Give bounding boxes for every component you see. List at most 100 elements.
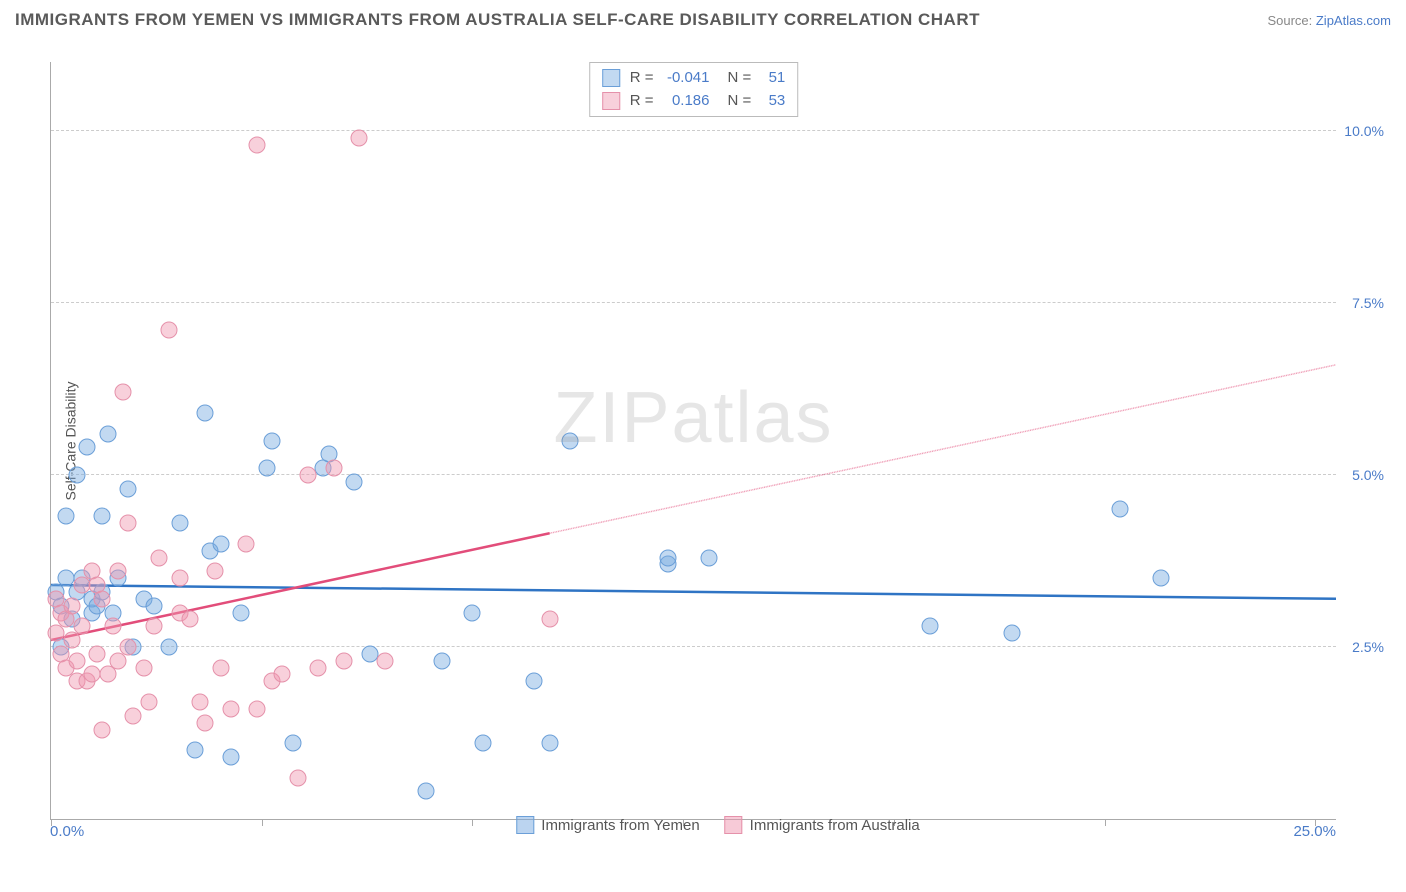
data-point (659, 549, 676, 566)
x-tick (472, 819, 473, 826)
data-point (289, 769, 306, 786)
series-legend-item: Immigrants from Australia (725, 816, 920, 834)
data-point (150, 549, 167, 566)
data-point (114, 384, 131, 401)
data-point (125, 707, 142, 724)
data-point (161, 322, 178, 339)
data-point (145, 618, 162, 635)
plot-area: Self-Care Disability ZIPatlas R =-0.041N… (50, 62, 1336, 820)
data-point (120, 515, 137, 532)
data-point (181, 611, 198, 628)
data-point (335, 652, 352, 669)
data-point (104, 618, 121, 635)
n-label: N = (728, 90, 752, 113)
legend-row: R = -0.041 N =51 (602, 67, 786, 90)
data-point (109, 563, 126, 580)
y-tick-label: 2.5% (1352, 639, 1384, 655)
x-tick (262, 819, 263, 826)
r-label: R = (630, 90, 654, 113)
source-link[interactable]: ZipAtlas.com (1316, 13, 1391, 28)
data-point (464, 604, 481, 621)
x-tick (1105, 819, 1106, 826)
grid-line (51, 302, 1336, 303)
chart-container: Self-Care Disability ZIPatlas R =-0.041N… (50, 40, 1386, 842)
grid-line (51, 474, 1336, 475)
data-point (1112, 501, 1129, 518)
series-legend-label: Immigrants from Yemen (541, 817, 699, 834)
data-point (68, 466, 85, 483)
legend-swatch (725, 816, 743, 834)
n-label: N = (728, 67, 752, 90)
data-point (89, 645, 106, 662)
data-point (300, 466, 317, 483)
data-point (284, 735, 301, 752)
data-point (474, 735, 491, 752)
y-tick-label: 5.0% (1352, 467, 1384, 483)
series-legend-label: Immigrants from Australia (750, 817, 920, 834)
data-point (94, 590, 111, 607)
grid-line (51, 646, 1336, 647)
data-point (120, 480, 137, 497)
data-point (541, 735, 558, 752)
x-axis-min: 0.0% (50, 823, 84, 840)
data-point (140, 694, 157, 711)
data-point (264, 432, 281, 449)
trend-lines (51, 62, 1336, 819)
r-value: 0.186 (660, 90, 710, 113)
data-point (377, 652, 394, 669)
data-point (94, 508, 111, 525)
data-point (346, 473, 363, 490)
data-point (310, 659, 327, 676)
n-value: 53 (757, 90, 785, 113)
data-point (192, 694, 209, 711)
data-point (73, 618, 90, 635)
grid-line (51, 130, 1336, 131)
data-point (248, 136, 265, 153)
legend-row: R = 0.186 N =53 (602, 90, 786, 113)
y-tick-label: 10.0% (1344, 123, 1384, 139)
data-point (248, 700, 265, 717)
data-point (1153, 570, 1170, 587)
data-point (562, 432, 579, 449)
x-axis-max: 25.0% (1293, 823, 1336, 840)
data-point (325, 460, 342, 477)
data-point (222, 700, 239, 717)
data-point (161, 638, 178, 655)
data-point (145, 597, 162, 614)
data-point (238, 535, 255, 552)
data-point (68, 652, 85, 669)
source-attribution: Source: ZipAtlas.com (1267, 13, 1391, 28)
series-legend: Immigrants from Yemen Immigrants from Aus… (516, 816, 919, 834)
correlation-legend: R = -0.041 N =51 R = 0.186 N =53 (589, 62, 799, 117)
y-tick-label: 7.5% (1352, 295, 1384, 311)
data-point (94, 721, 111, 738)
data-point (274, 666, 291, 683)
data-point (526, 673, 543, 690)
data-point (233, 604, 250, 621)
data-point (433, 652, 450, 669)
n-value: 51 (757, 67, 785, 90)
data-point (63, 597, 80, 614)
data-point (171, 570, 188, 587)
data-point (171, 515, 188, 532)
data-point (921, 618, 938, 635)
data-point (212, 659, 229, 676)
data-point (58, 508, 75, 525)
chart-title: IMMIGRANTS FROM YEMEN VS IMMIGRANTS FROM… (15, 10, 980, 30)
data-point (186, 742, 203, 759)
data-point (212, 535, 229, 552)
data-point (135, 659, 152, 676)
r-label: R = (630, 67, 654, 90)
legend-swatch (602, 92, 620, 110)
data-point (222, 749, 239, 766)
data-point (207, 563, 224, 580)
series-legend-item: Immigrants from Yemen (516, 816, 699, 834)
r-value: -0.041 (660, 67, 710, 90)
data-point (99, 425, 116, 442)
data-point (120, 638, 137, 655)
legend-swatch (516, 816, 534, 834)
data-point (197, 404, 214, 421)
data-point (197, 714, 214, 731)
data-point (78, 439, 95, 456)
data-point (418, 783, 435, 800)
